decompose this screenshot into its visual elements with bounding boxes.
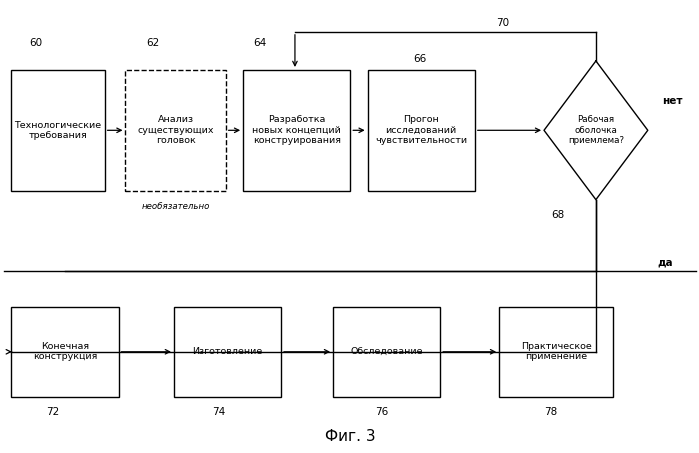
FancyBboxPatch shape xyxy=(174,307,281,396)
Text: нет: нет xyxy=(662,96,682,106)
Text: 74: 74 xyxy=(212,407,226,417)
FancyBboxPatch shape xyxy=(243,70,350,191)
FancyBboxPatch shape xyxy=(368,70,475,191)
Text: Практическое
применение: Практическое применение xyxy=(521,342,591,361)
Text: 78: 78 xyxy=(545,407,558,417)
Text: 60: 60 xyxy=(29,38,42,48)
Text: Обследование: Обследование xyxy=(350,347,423,356)
FancyBboxPatch shape xyxy=(333,307,440,396)
Text: да: да xyxy=(657,257,673,267)
FancyBboxPatch shape xyxy=(11,70,105,191)
FancyBboxPatch shape xyxy=(499,307,613,396)
Text: 68: 68 xyxy=(552,210,565,220)
Text: Изготовление: Изготовление xyxy=(192,347,263,356)
FancyBboxPatch shape xyxy=(11,307,119,396)
Text: 76: 76 xyxy=(375,407,388,417)
FancyBboxPatch shape xyxy=(125,70,226,191)
Text: 72: 72 xyxy=(46,407,59,417)
Text: 66: 66 xyxy=(413,54,426,64)
Text: 70: 70 xyxy=(496,18,509,28)
Text: Конечная
конструкция: Конечная конструкция xyxy=(33,342,97,361)
Text: Анализ
существующих
головок: Анализ существующих головок xyxy=(137,116,214,145)
Text: Разработка
новых концепций
конструирования: Разработка новых концепций конструирован… xyxy=(252,116,341,145)
Text: 62: 62 xyxy=(147,38,160,48)
Text: 64: 64 xyxy=(254,38,267,48)
Text: Рабочая
оболочка
приемлема?: Рабочая оболочка приемлема? xyxy=(568,116,624,145)
Text: Фиг. 3: Фиг. 3 xyxy=(325,429,375,444)
Text: Прогон
исследований
чувствительности: Прогон исследований чувствительности xyxy=(375,116,467,145)
Text: необязательно: необязательно xyxy=(142,202,210,211)
Text: Технологические
требования: Технологические требования xyxy=(15,120,101,140)
